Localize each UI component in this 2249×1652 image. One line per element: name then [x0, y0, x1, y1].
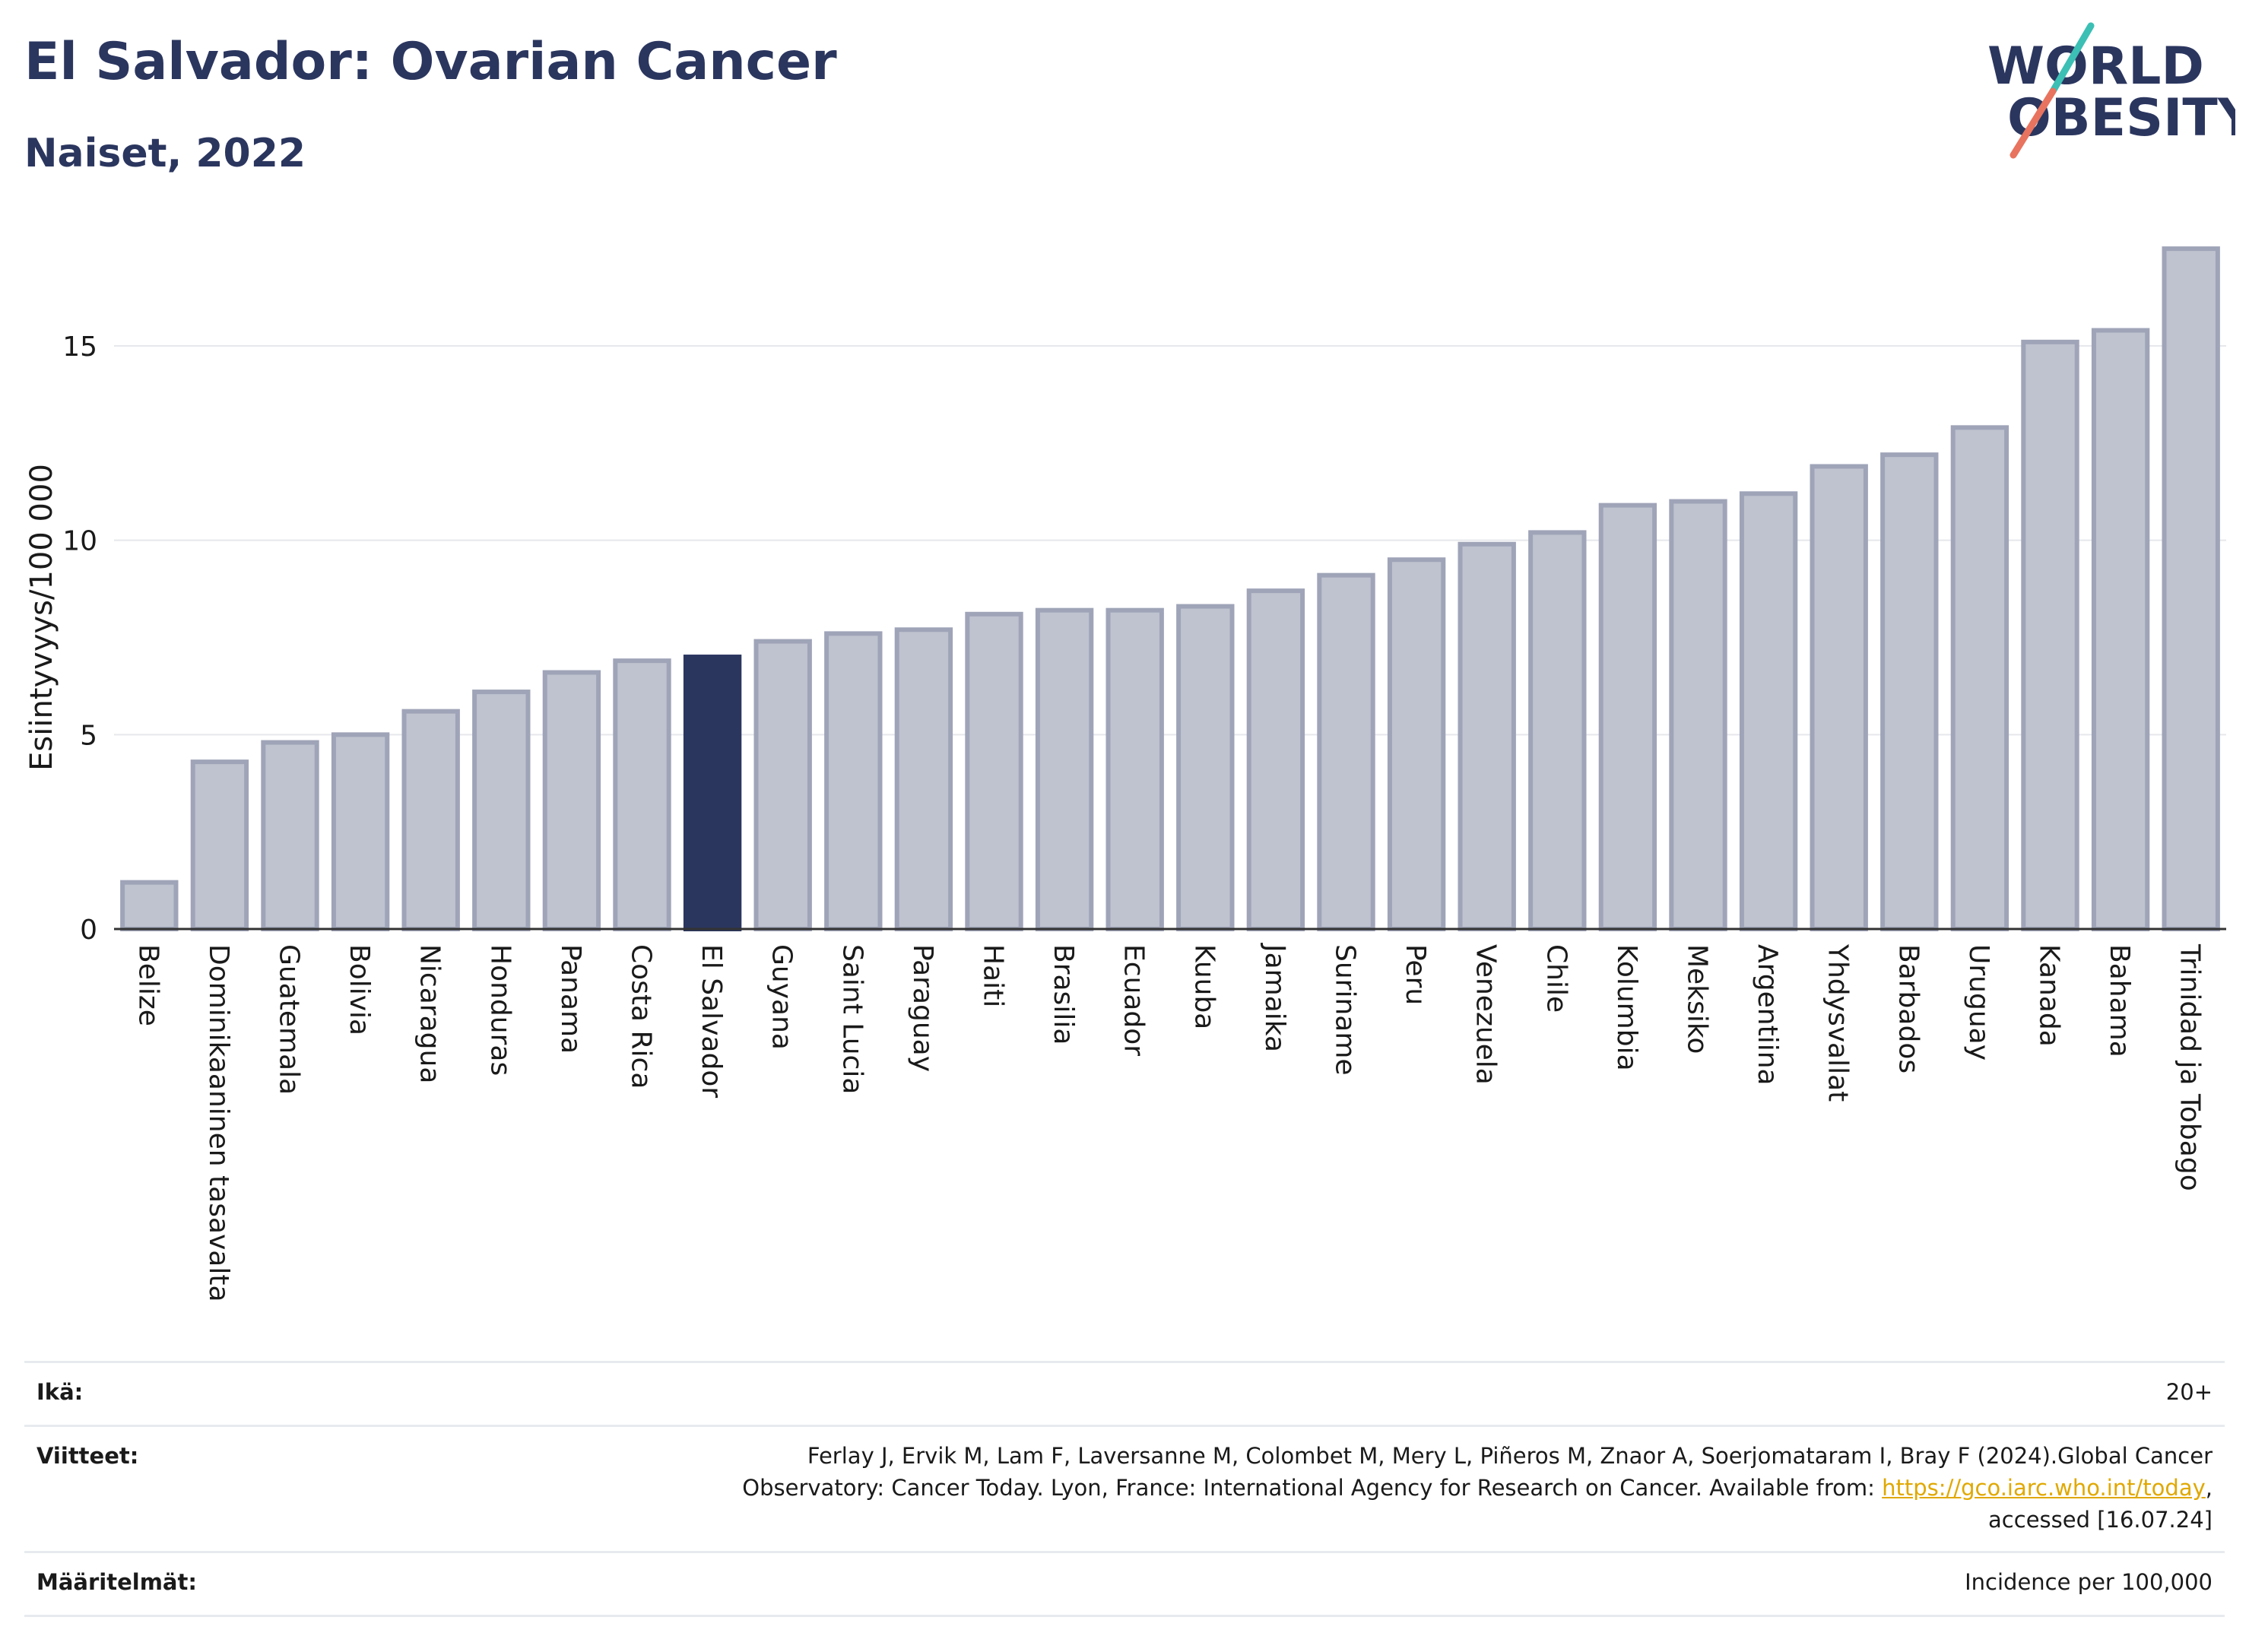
x-tick-label: Nicaragua — [414, 944, 446, 1083]
x-tick-label: Kolumbia — [1611, 944, 1642, 1071]
logo-slash-teal — [2049, 22, 2095, 95]
bar — [331, 732, 390, 931]
bar — [1035, 607, 1094, 931]
footer-definitions-row: Määritelmät: Incidence per 100,000 — [24, 1551, 2225, 1615]
bar — [1950, 425, 2010, 931]
x-tick-label: Panama — [555, 944, 586, 1054]
bar — [894, 627, 953, 931]
x-tick-label: Paraguay — [907, 944, 938, 1072]
y-tick-label: 5 — [80, 720, 97, 751]
bar — [1105, 607, 1164, 931]
bar — [401, 709, 460, 931]
bar — [2091, 328, 2150, 931]
y-tick-label: 0 — [80, 915, 97, 946]
bar — [753, 639, 812, 931]
bar — [1458, 541, 1516, 931]
x-tick-label: Trinidad ja Tobago — [2174, 943, 2206, 1191]
bar — [1880, 452, 1939, 931]
x-tick-label: Bahama — [2104, 944, 2135, 1057]
bar — [190, 759, 249, 932]
x-tick-label: Belize — [132, 944, 163, 1026]
references-line-3: accessed [16.07.24] — [1988, 1507, 2213, 1533]
bar — [2021, 339, 2079, 932]
references-line-2: Observatory: Cancer Today. Lyon, France:… — [742, 1475, 2213, 1501]
x-tick-label: Ecuador — [1118, 944, 1150, 1056]
footer-divider — [24, 1615, 2225, 1617]
footer-age-row: Ikä: 20+ — [24, 1361, 2225, 1425]
x-tick-label: Meksiko — [1682, 944, 1713, 1054]
x-tick-label: Saint Lucia — [836, 944, 868, 1094]
bar — [1176, 604, 1235, 931]
y-tick-label: 10 — [62, 526, 97, 557]
logo-slash-coral — [2010, 87, 2057, 159]
x-tick-label: Jamaika — [1259, 943, 1290, 1052]
x-tick-label: Guyana — [766, 944, 798, 1050]
bar — [1810, 464, 1868, 931]
y-tick-label: 15 — [62, 331, 97, 363]
x-tick-label: Dominikaaninen tasavalta — [203, 944, 234, 1302]
footer-divider — [24, 1551, 2225, 1553]
footer-divider — [24, 1361, 2225, 1363]
x-tick-label: Argentiina — [1752, 944, 1783, 1086]
bar-chart: 0 5 10 15 Belize Dominikaaninen tasavalta Guat… — [24, 246, 2226, 1302]
bar — [683, 655, 742, 932]
bar — [1739, 491, 1798, 931]
footer-references-row: Viitteet: Ferlay J, Ervik M, Lam F, Lave… — [24, 1425, 2225, 1551]
bar — [824, 631, 883, 931]
age-value: 20+ — [2165, 1379, 2213, 1405]
logo-text-top: WORLD — [1987, 36, 2204, 97]
bar — [613, 658, 671, 932]
x-tick-label: Kanada — [2034, 944, 2065, 1047]
world-obesity-logo: WORLD OBESITY — [1987, 22, 2235, 159]
x-tick-label: El Salvador — [696, 944, 727, 1098]
x-tick-label: Venezuela — [1470, 944, 1502, 1085]
chart-title: El Salvador: Ovarian Cancer — [24, 32, 837, 92]
chart-subtitle: Naiset, 2022 — [24, 131, 306, 176]
definitions-value: Incidence per 100,000 — [1965, 1569, 2213, 1595]
bar — [2162, 246, 2220, 931]
x-tick-label: Brasilia — [1048, 944, 1079, 1045]
definitions-label: Määritelmät: — [36, 1569, 197, 1595]
x-tick-label: Honduras — [484, 944, 515, 1076]
bar — [120, 880, 179, 931]
references-link[interactable]: https://gco.iarc.who.int/today — [1882, 1475, 2206, 1501]
x-tick-label: Yhdysvallat — [1822, 943, 1854, 1102]
x-tick-label: Bolivia — [344, 944, 375, 1035]
references-label: Viitteet: — [36, 1443, 139, 1469]
bar — [1246, 588, 1305, 931]
x-tick-label: Peru — [1400, 944, 1431, 1005]
x-tick-label: Guatemala — [274, 944, 305, 1095]
x-tick-label: Haiti — [978, 944, 1009, 1007]
footer-divider — [24, 1425, 2225, 1427]
references-line-1: Ferlay J, Ervik M, Lam F, Laversanne M, … — [807, 1443, 2213, 1469]
x-tick-label: Barbados — [1892, 944, 1924, 1073]
x-tick-label: Costa Rica — [626, 944, 657, 1089]
x-tick-label: Uruguay — [1963, 944, 1994, 1061]
y-axis-title: Esiintyvyys/100 000 — [24, 464, 59, 771]
bar — [1528, 530, 1587, 931]
bar — [542, 670, 601, 931]
bar — [1598, 503, 1657, 931]
bar — [1669, 499, 1727, 931]
bar — [1387, 557, 1446, 931]
bar — [261, 740, 319, 932]
x-tick-label: Chile — [1540, 944, 1572, 1013]
x-tick-label: Kuuba — [1188, 944, 1220, 1029]
x-tick-label: Suriname — [1330, 944, 1361, 1076]
bar — [472, 690, 531, 931]
age-label: Ikä: — [36, 1379, 84, 1405]
references-text: Ferlay J, Ervik M, Lam F, Laversanne M, … — [742, 1440, 2213, 1536]
bar — [1317, 572, 1375, 932]
bar — [965, 611, 1023, 932]
